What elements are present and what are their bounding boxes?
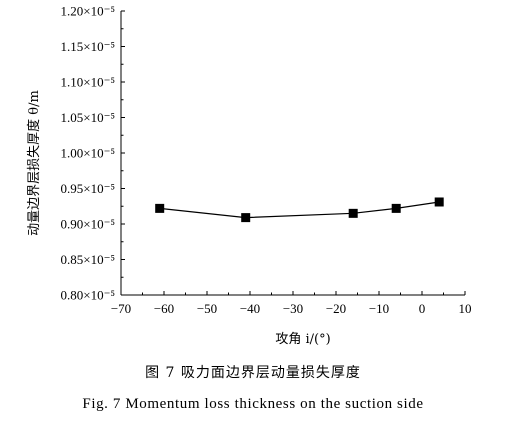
x-tick-label: −70 bbox=[111, 301, 131, 316]
y-tick-label: 1.15×10⁻⁵ bbox=[61, 39, 115, 54]
axes bbox=[120, 11, 465, 296]
y-tick-label: 0.85×10⁻⁵ bbox=[61, 252, 115, 267]
x-ticks: −70 −60 −50 −40 −30 −20 −10 0 10 bbox=[111, 291, 472, 316]
figure-caption-chinese: 图 7 吸力面边界层动量损失厚度 bbox=[145, 365, 361, 381]
y-tick-label: 0.80×10⁻⁵ bbox=[61, 288, 115, 303]
y-tick-label: 0.90×10⁻⁵ bbox=[61, 217, 115, 232]
y-tick-label: 1.20×10⁻⁵ bbox=[61, 4, 115, 19]
x-tick-label: −30 bbox=[283, 301, 303, 316]
x-tick-label: 0 bbox=[419, 301, 426, 316]
x-tick-label: 10 bbox=[459, 301, 472, 316]
y-ticks: 0.80×10⁻⁵ 0.85×10⁻⁵ 0.90×10⁻⁵ 0.95×10⁻⁵ 1.00… bbox=[61, 4, 125, 303]
y-tick-label: 1.00×10⁻⁵ bbox=[61, 146, 115, 161]
series bbox=[155, 197, 444, 223]
data-point-marker bbox=[348, 208, 358, 218]
chart: 0.80×10⁻⁵ 0.85×10⁻⁵ 0.90×10⁻⁵ 0.95×10⁻⁵ 1.00… bbox=[26, 4, 472, 348]
data-point-marker bbox=[434, 197, 444, 207]
x-tick-label: −20 bbox=[326, 301, 346, 316]
x-axis-title: 攻角 i/(°) bbox=[275, 332, 330, 347]
data-point-marker bbox=[155, 203, 165, 213]
x-tick-label: −40 bbox=[240, 301, 260, 316]
y-axis-title: 动量边界层损失厚度 θ/m bbox=[26, 90, 42, 236]
figure-caption-english: Fig. 7 Momentum loss thickness on the su… bbox=[82, 396, 424, 412]
y-tick-label: 1.05×10⁻⁵ bbox=[61, 110, 115, 125]
y-tick-label: 1.10×10⁻⁵ bbox=[61, 75, 115, 90]
data-point-marker bbox=[241, 213, 251, 223]
y-tick-label: 0.95×10⁻⁵ bbox=[61, 181, 115, 196]
x-tick-label: −50 bbox=[197, 301, 217, 316]
x-tick-label: −60 bbox=[154, 301, 174, 316]
x-tick-label: −10 bbox=[369, 301, 389, 316]
data-point-marker bbox=[391, 203, 401, 213]
